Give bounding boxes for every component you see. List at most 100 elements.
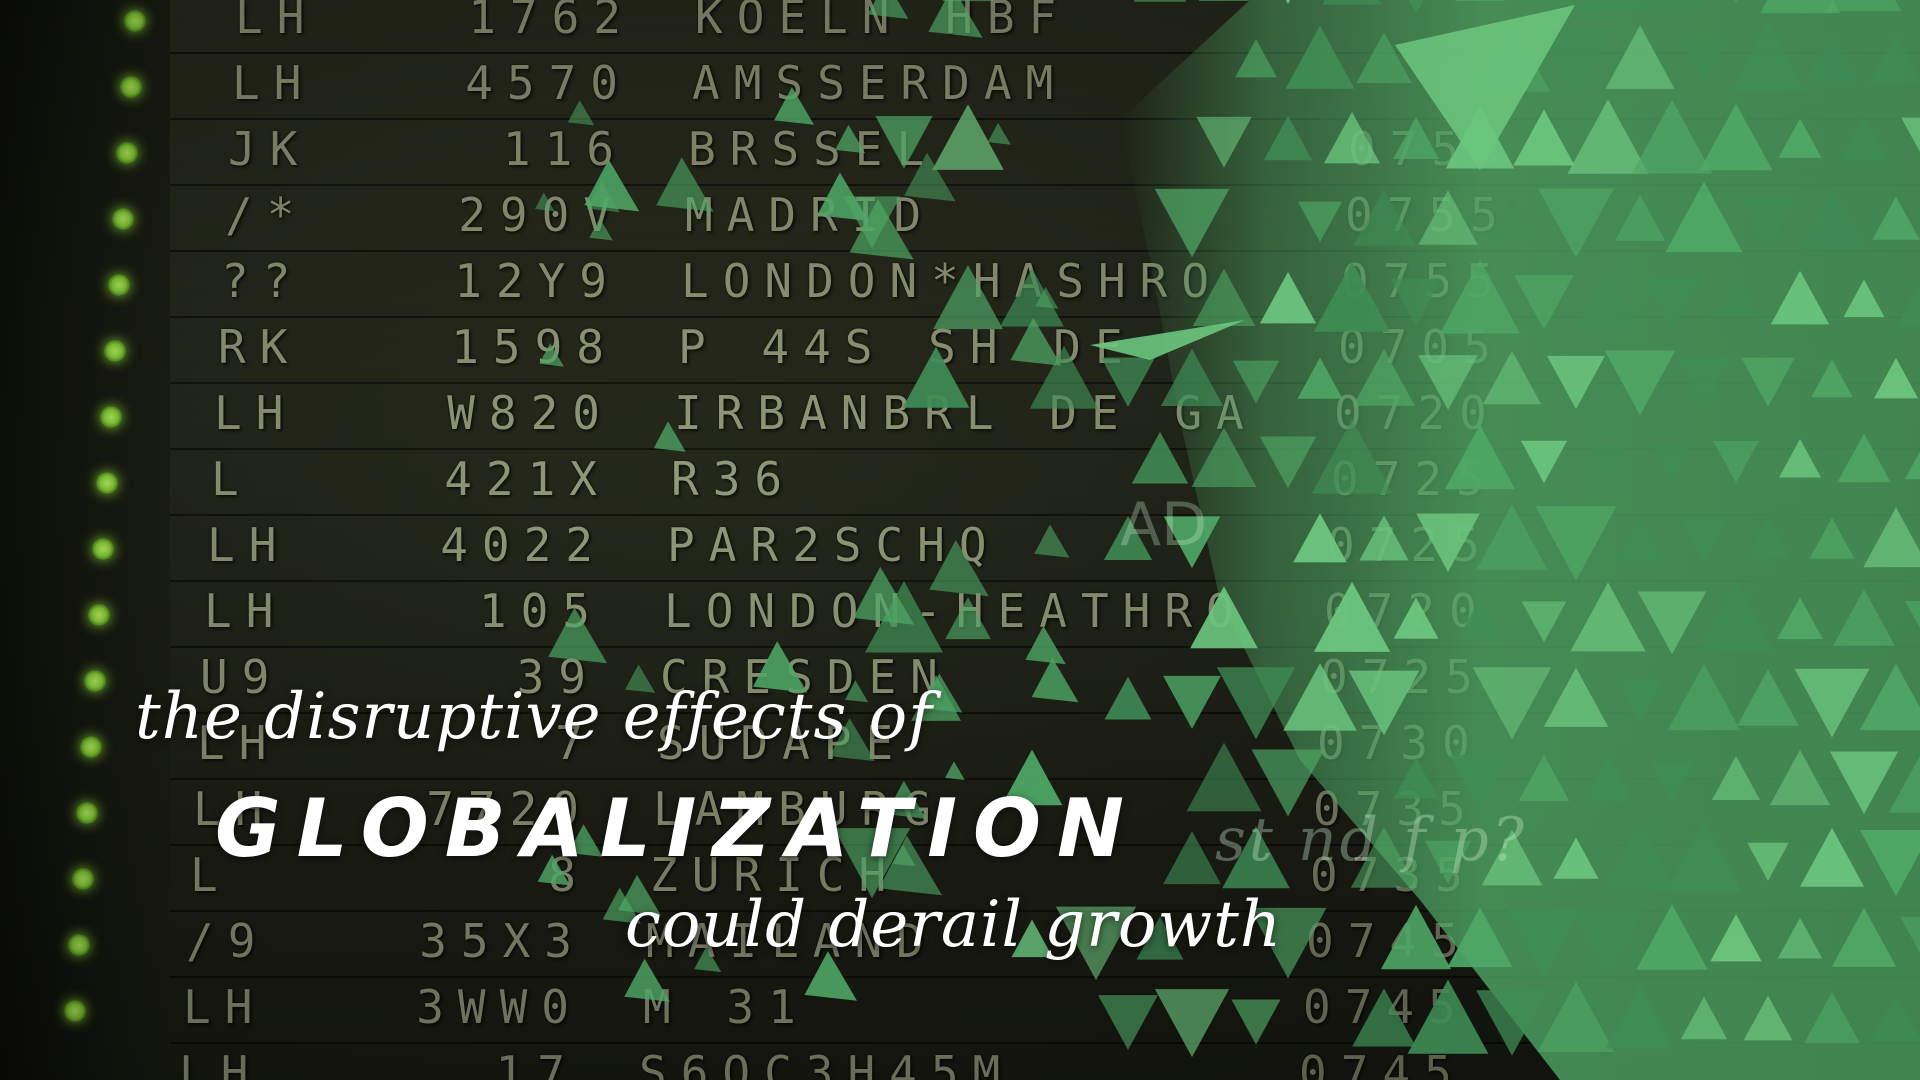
triangle-shard xyxy=(1476,990,1548,1056)
board-destination: LONDON*HASHRO xyxy=(681,254,1224,308)
triangle-shard xyxy=(1743,995,1793,1041)
triangle-shard xyxy=(1859,663,1920,731)
triangle-shard xyxy=(1350,826,1418,888)
triangle-shard xyxy=(1747,842,1789,881)
triangle-fragment xyxy=(535,192,555,212)
triangle-shard xyxy=(1408,0,1424,15)
led-indicator xyxy=(124,10,146,32)
triangle-shard xyxy=(1730,22,1806,92)
triangle-shard xyxy=(1216,667,1296,740)
triangle-fragment xyxy=(929,540,989,597)
board-destination: LAMBURG xyxy=(653,782,945,836)
triangle-shard xyxy=(1418,190,1478,245)
board-destination: S6OC3H45M xyxy=(639,1046,1015,1080)
board-airline: /9 xyxy=(186,914,270,968)
triangle-shard xyxy=(1809,517,1855,559)
board-flight-number: 17 xyxy=(495,1046,579,1080)
triangle-shard xyxy=(1904,451,1920,480)
board-flight-number: 1762 xyxy=(468,0,635,44)
triangle-shard xyxy=(1359,515,1409,561)
triangle-fragment xyxy=(928,0,983,38)
triangle-shard xyxy=(1311,419,1393,494)
triangle-fragment xyxy=(753,641,808,693)
board-flight-number: 7720 xyxy=(426,782,593,836)
triangle-shard xyxy=(1514,275,1574,330)
triangle-shard xyxy=(1826,0,1902,12)
triangle-fragment xyxy=(867,0,909,19)
triangle-shard xyxy=(1900,916,1920,954)
triangle-shard xyxy=(1745,517,1791,559)
board-flight-number: 1598 xyxy=(451,320,618,374)
triangle-shard xyxy=(1323,111,1381,164)
triangle-shard xyxy=(1520,440,1568,484)
triangle-shard xyxy=(1231,999,1281,1045)
triangle-shard xyxy=(1447,907,1513,968)
board-flight-number: 12Y9 xyxy=(454,254,621,308)
triangle-fragment xyxy=(602,887,641,924)
triangle-shard xyxy=(1760,0,1840,14)
triangle-shard xyxy=(1191,427,1257,487)
triangle-fragment xyxy=(835,124,866,154)
triangle-shard xyxy=(1794,668,1870,738)
triangle-shard xyxy=(1506,908,1582,978)
triangle-shard xyxy=(1606,986,1674,1049)
triangle-shard xyxy=(1131,431,1189,484)
triangle-shard xyxy=(1104,516,1152,560)
led-indicator xyxy=(84,670,106,692)
flap-divider xyxy=(170,448,1920,450)
triangle-shard xyxy=(1569,0,1647,12)
board-flight-number: 290V xyxy=(458,188,625,242)
triangle-fragment xyxy=(537,854,571,886)
board-flight-number: 4570 xyxy=(465,56,632,110)
triangle-fragment xyxy=(853,566,915,625)
triangle-fragment xyxy=(589,218,613,241)
triangle-shard xyxy=(1698,582,1774,651)
triangle-shard xyxy=(1553,837,1599,879)
triangle-fragment xyxy=(829,718,875,762)
triangle-shard xyxy=(1896,282,1920,327)
triangle-fragment xyxy=(987,122,1011,145)
board-airline: LH xyxy=(207,518,291,572)
board-destination: AMSSERDAM xyxy=(692,56,1068,110)
triangle-shard xyxy=(1322,0,1382,5)
triangle-shard xyxy=(1232,360,1280,404)
led-indicator xyxy=(120,76,142,98)
triangle-shard xyxy=(1393,597,1439,639)
triangle-shard xyxy=(1513,109,1575,166)
flap-divider xyxy=(170,250,1920,252)
flap-divider xyxy=(170,1042,1920,1044)
triangle-shard xyxy=(1805,33,1859,82)
board-row: LH 4570 AMSSERDAM xyxy=(232,56,1067,114)
triangle-shard xyxy=(1190,586,1258,649)
triangle-shard xyxy=(1547,355,1605,409)
triangle-shard xyxy=(1011,919,1053,958)
led-indicator xyxy=(64,1000,86,1022)
flap-divider xyxy=(170,844,1920,846)
triangle-shard xyxy=(1000,268,1064,327)
triangle-shard xyxy=(1537,27,1615,99)
triangle-shard xyxy=(1439,259,1521,334)
triangle-shard xyxy=(1186,742,1262,812)
board-airline: L xyxy=(211,452,253,506)
triangle-shard xyxy=(1198,0,1250,1)
flap-divider xyxy=(170,712,1920,714)
triangle-shard xyxy=(1859,830,1920,897)
triangle-shard xyxy=(1407,979,1489,1054)
triangle-shard xyxy=(1734,0,1738,3)
triangle-shard xyxy=(1487,195,1537,241)
triangle-shard xyxy=(1577,269,1639,326)
triangle-shard xyxy=(1454,0,1506,1)
triangle-shard xyxy=(1778,118,1822,158)
triangle-fragment xyxy=(1010,317,1062,366)
triangle-shard xyxy=(1313,581,1391,652)
triangle-shard xyxy=(1418,355,1478,410)
board-destination: M 31 xyxy=(643,980,810,1034)
triangle-shard xyxy=(1582,754,1634,802)
triangle-shard xyxy=(1101,357,1155,407)
triangle-shard xyxy=(932,104,1004,170)
triangle-shard xyxy=(1604,350,1676,416)
triangle-shard xyxy=(1872,196,1920,240)
flap-divider xyxy=(170,910,1920,912)
triangle-shard xyxy=(1641,274,1703,331)
